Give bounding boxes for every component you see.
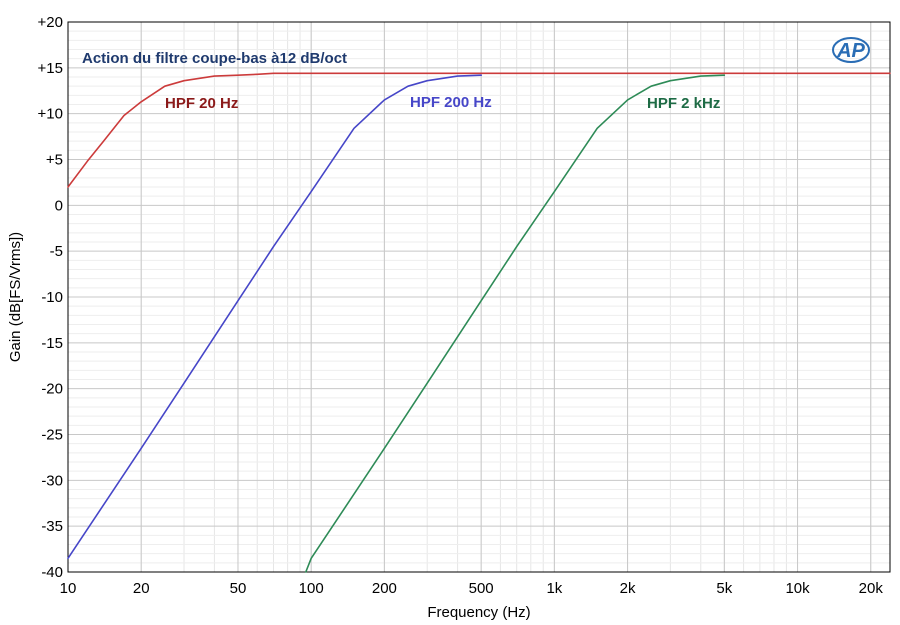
series-layer	[67, 72, 891, 573]
y-tick-label: -10	[41, 289, 63, 306]
y-tick-label: +10	[38, 106, 63, 123]
y-tick-label: -20	[41, 381, 63, 398]
series-line	[304, 74, 726, 573]
y-tick-label: -40	[41, 564, 63, 581]
y-tick-label: -30	[41, 472, 63, 489]
x-tick-label: 500	[469, 580, 494, 597]
x-tick-label: 200	[372, 580, 397, 597]
y-tick-label: -25	[41, 427, 63, 444]
y-tick-label: -35	[41, 518, 63, 535]
y-tick-label: -5	[50, 243, 63, 260]
y-axis-title: Gain (dB[FS/Vrms])	[7, 232, 24, 362]
series-labels: HPF 20 Hz HPF 200 Hz HPF 2 kHz	[165, 94, 720, 112]
y-tick-label: -15	[41, 335, 63, 352]
plot-frame	[67, 21, 891, 573]
ap-logo: AP	[832, 37, 870, 63]
series-line	[67, 72, 891, 188]
y-axis-ticks: +20 +15 +10 +5 0 -5 -10 -15 -20 -25 -30 -35 -40	[38, 14, 63, 581]
series-line	[67, 74, 483, 560]
x-tick-label: 10	[60, 580, 77, 597]
series-label: HPF 20 Hz	[165, 95, 238, 112]
x-tick-label: 2k	[620, 580, 636, 597]
x-tick-label: 20	[133, 580, 150, 597]
x-tick-label: 5k	[716, 580, 732, 597]
y-tick-label: +15	[38, 60, 63, 77]
y-tick-label: +5	[46, 152, 63, 169]
x-tick-label: 100	[299, 580, 324, 597]
logo-swoosh	[832, 37, 870, 63]
x-tick-label: 20k	[859, 580, 884, 597]
x-tick-label: 1k	[546, 580, 562, 597]
series-label: HPF 200 Hz	[410, 94, 492, 111]
x-tick-label: 50	[230, 580, 247, 597]
chart-title: Action du filtre coupe-bas à12 dB/oct	[82, 50, 347, 67]
y-tick-label: +20	[38, 14, 63, 31]
logo-text: AP	[836, 40, 865, 62]
y-tick-label: 0	[55, 197, 63, 214]
x-axis-title: Frequency (Hz)	[427, 604, 530, 621]
x-tick-label: 10k	[785, 580, 810, 597]
x-axis-ticks: 10 20 50 100 200 500 1k 2k 5k 10k 20k	[60, 580, 884, 597]
series-label: HPF 2 kHz	[647, 95, 720, 112]
